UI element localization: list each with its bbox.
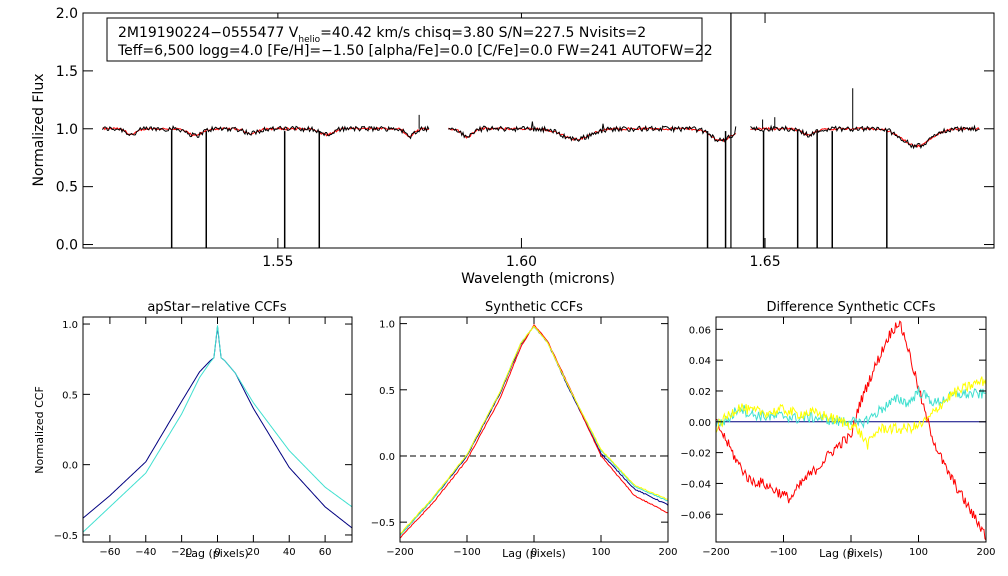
x-tick-label: −100	[453, 547, 480, 558]
series-visit-2	[715, 386, 987, 429]
info-line-1-sub: helio	[298, 35, 320, 45]
difference-ccf-xlabel: Lag (pixels)	[819, 547, 883, 560]
apstar-ccf-ylabel: Normalized CCF	[33, 386, 46, 474]
y-tick-label: 0.04	[689, 356, 711, 367]
x-tick-label: 200	[976, 547, 995, 558]
y-tick-label: −0.02	[680, 449, 711, 460]
x-tick-label: 60	[319, 547, 332, 558]
y-tick-label: 0.0	[62, 461, 78, 472]
apstar-ccf-title: apStar−relative CCFs	[147, 300, 287, 315]
apstar-ccf-ticks: −60 −40 −20 0 20 40 60 −0.5 0.0 0.5 1.0	[54, 317, 352, 558]
y-tick-label: 0.0	[56, 238, 78, 254]
y-tick-label: 1.0	[62, 320, 78, 331]
x-tick-label: 0	[214, 547, 220, 558]
apstar-ccf-panel: apStar−relative CCFs −60 −40 −20 0 20 40 60 −0.…	[33, 300, 353, 560]
observed-spectrum-chip	[448, 121, 737, 143]
spectrum-panel: 1.55 1.60 1.65 0.0 0.5 1.0 1.5 2.0 Wavelength (…	[31, 6, 995, 287]
series-visit-1	[399, 323, 669, 539]
apstar-ccf-xlabel: Lag (pixels)	[185, 547, 249, 560]
difference-ccf-title: Difference Synthetic CCFs	[766, 300, 935, 315]
difference-ccf-series	[715, 320, 987, 541]
x-tick-label: −200	[386, 547, 413, 558]
series-combined	[399, 325, 669, 536]
info-line-1: 2M19190224−0555477 Vhelio=40.42 km/s chi…	[118, 25, 646, 45]
x-tick-label: 1.65	[749, 254, 780, 270]
x-tick-label: 1.60	[506, 254, 537, 270]
x-tick-label: 20	[247, 547, 260, 558]
series-visit-1	[715, 320, 987, 541]
x-tick-label: −200	[702, 547, 729, 558]
y-tick-label: 0.00	[689, 418, 711, 429]
synthetic-ccf-xlabel: Lag (pixels)	[502, 547, 566, 560]
difference-ccf-panel: Difference Synthetic CCFs −200 −100 0 100 20…	[680, 300, 995, 560]
observed-spectrum-chip	[750, 124, 980, 150]
y-tick-label: 1.0	[56, 122, 78, 138]
x-tick-label: 100	[591, 547, 610, 558]
series-visit-3	[399, 325, 669, 535]
spectrum-xlabel: Wavelength (microns)	[461, 271, 615, 287]
x-tick-label: −60	[99, 547, 120, 558]
y-tick-label: 0.0	[379, 452, 395, 463]
info-line-1-suffix: =40.42 km/s chisq=3.80 S/N=227.5 Nvisits…	[320, 25, 646, 41]
apstar-ccf-frame	[82, 316, 353, 543]
series-visit-2	[82, 325, 353, 533]
difference-ccf-ticks: −200 −100 0 100 200 −0.06 −0.04 −0.02 0.00 0.02 0.…	[680, 317, 996, 558]
observed-spectrum-chip	[102, 124, 430, 140]
y-tick-label: 0.5	[56, 180, 78, 196]
x-tick-label: 0	[531, 547, 537, 558]
info-box-frame	[106, 17, 703, 62]
synthetic-ccf-title: Synthetic CCFs	[485, 300, 583, 315]
spectrum-frame	[82, 12, 995, 249]
y-tick-label: 0.02	[689, 387, 711, 398]
x-tick-label: 200	[658, 547, 677, 558]
synthetic-ccf-frame	[399, 316, 669, 543]
spectrum-ylabel: Normalized Flux	[31, 74, 47, 187]
series-visit-3	[715, 376, 987, 450]
info-line-2: Teff=6,500 logg=4.0 [Fe/H]=−1.50 [alpha/…	[117, 43, 713, 59]
y-tick-label: −0.5	[371, 518, 395, 529]
synthetic-ccf-panel: Synthetic CCFs −200 −100 0 100 200 −0.5 0.0 0.5…	[371, 300, 678, 560]
info-line-1-prefix: 2M19190224−0555477 V	[118, 25, 299, 41]
y-tick-label: 1.0	[379, 320, 395, 331]
x-tick-label: −100	[770, 547, 797, 558]
synthetic-ccf-series	[399, 323, 669, 539]
spectrum-info-box: 2M19190224−0555477 Vhelio=40.42 km/s chi…	[106, 17, 713, 62]
x-tick-label: 0	[848, 547, 854, 558]
y-tick-label: 1.5	[56, 64, 78, 80]
y-tick-label: −0.06	[680, 510, 711, 521]
x-tick-label: 1.55	[262, 254, 293, 270]
y-tick-label: 0.5	[62, 390, 78, 401]
spectrum-series	[102, 13, 980, 248]
y-tick-label: 0.5	[379, 386, 395, 397]
x-tick-label: 40	[283, 547, 296, 558]
series-visit-2	[399, 325, 669, 536]
series-visit-1	[82, 326, 353, 529]
y-tick-label: −0.04	[680, 479, 711, 490]
y-tick-label: 2.0	[56, 6, 78, 22]
x-tick-label: −40	[135, 547, 156, 558]
y-tick-label: −0.5	[54, 531, 78, 542]
spectrum-ticks: 1.55 1.60 1.65 0.0 0.5 1.0 1.5 2.0	[56, 6, 994, 270]
model-spectrum-chip	[448, 126, 737, 143]
synthetic-ccf-ticks: −200 −100 0 100 200 −0.5 0.0 0.5 1.0	[371, 317, 678, 558]
y-tick-label: 0.06	[689, 325, 711, 336]
apstar-ccf-series	[82, 325, 353, 533]
x-tick-label: −20	[171, 547, 192, 558]
x-tick-label: 100	[909, 547, 928, 558]
